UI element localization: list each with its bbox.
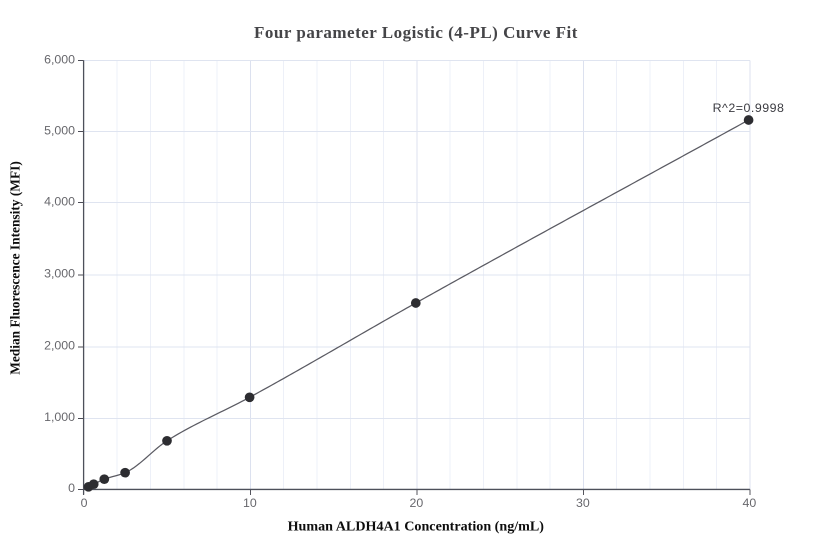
svg-text:0: 0 — [81, 496, 88, 510]
svg-text:Human ALDH4A1 Concentration (n: Human ALDH4A1 Concentration (ng/mL) — [288, 519, 545, 535]
svg-text:Median Fluorescence Intensity: Median Fluorescence Intensity (MFI) — [8, 161, 23, 375]
svg-text:Four parameter Logistic (4-PL): Four parameter Logistic (4-PL) Curve Fit — [254, 23, 578, 42]
svg-text:1,000: 1,000 — [44, 410, 75, 424]
svg-text:4,000: 4,000 — [44, 195, 75, 209]
svg-text:20: 20 — [410, 496, 424, 510]
svg-text:10: 10 — [243, 496, 257, 510]
svg-text:40: 40 — [743, 496, 757, 510]
svg-text:30: 30 — [576, 496, 590, 510]
svg-text:0: 0 — [68, 481, 75, 495]
svg-text:6,000: 6,000 — [44, 53, 75, 67]
svg-text:5,000: 5,000 — [44, 123, 75, 137]
svg-text:2,000: 2,000 — [44, 339, 75, 353]
svg-text:R^2=0.9998: R^2=0.9998 — [713, 101, 785, 115]
svg-text:3,000: 3,000 — [44, 267, 75, 281]
